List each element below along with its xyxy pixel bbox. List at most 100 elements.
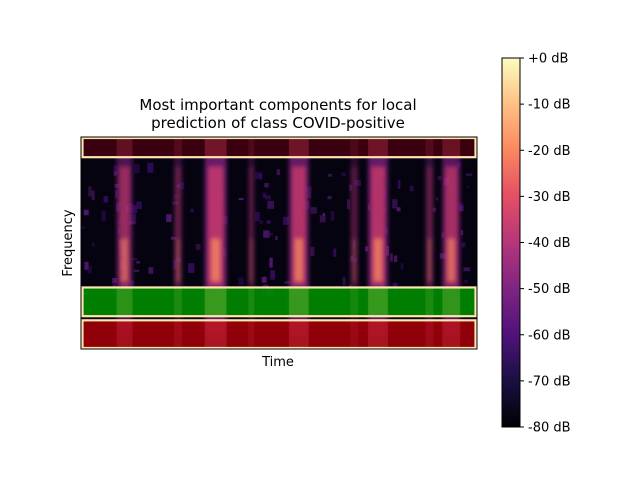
component-band-burst [368,138,388,158]
spectrogram-speckle [266,220,271,224]
spectrogram-speckle [327,195,332,200]
spectrogram-speckle [435,197,439,201]
spectrogram-speckle [464,279,468,284]
component-band-burst [425,320,434,348]
component-band-lower-middle [82,287,476,317]
colorbar-ticks: +0 dB -10 dB -20 dB -30 dB -40 dB -50 dB -60 d… [520,52,571,436]
spectrogram-speckle [148,267,154,274]
spectrogram-speckle [341,172,346,177]
component-band-burst [368,320,388,348]
plot-frame [80,136,478,350]
spectrogram-speckle [88,186,92,197]
spectrogram-speckle [166,214,172,223]
spectrogram-burst-peak [374,238,382,282]
spectrogram-speckle [263,276,266,283]
spectrogram-speckle [322,212,326,217]
component-band-top [82,138,476,158]
spectrogram-speckle [81,226,86,229]
spectrogram-speckle [463,267,471,272]
spectrogram-speckle [195,243,201,250]
component-band-burst [248,138,255,158]
chart-title-line-2: prediction of class COVID-positive [151,114,405,132]
y-axis-label: Frequency [61,209,76,276]
spectrogram-speckle [282,216,289,225]
component-band-burst [442,138,461,158]
spectrogram-speckle [342,276,346,286]
component-band-burst [442,320,461,348]
spectrogram-speckle [263,284,269,288]
spectrogram-plot-area [81,137,477,349]
spectrogram-speckle [136,201,142,210]
spectrogram-speckle [255,212,260,222]
spectrogram-speckle [330,211,335,221]
spectrogram-speckle [270,270,276,280]
spectrogram-speckle [101,210,106,221]
spectrogram-speckle [87,265,92,274]
spectrogram-speckle [263,230,270,238]
component-band-burst [204,287,227,317]
spectrogram-speckle [460,230,464,236]
spectrogram-speckle [238,277,244,286]
component-band-bottom [82,320,476,348]
spectrogram-speckle [133,269,140,272]
spectrogram-burst-core [249,166,254,286]
x-axis-label: Time [261,355,294,370]
spectrogram-speckle [319,215,326,223]
spectrogram-speckle [269,257,273,268]
colorbar-tick-label: -40 dB [528,236,571,251]
component-band-burst [288,138,309,158]
spectrogram-speckle [396,207,401,212]
component-band-burst [368,287,388,317]
component-band-burst [116,138,133,158]
spectrogram-burst-core [119,166,131,286]
spectrogram-speckle [83,209,89,216]
colorbar-tick-label: -50 dB [528,282,571,297]
spectrogram-speckle [459,205,464,212]
component-band-burst [174,138,182,158]
spectrogram-speckle [92,242,95,247]
spectrogram-speckle [112,277,118,284]
spectrogram-burst-peak [250,238,253,282]
spectrogram-burst-core [351,166,358,286]
spectrogram-speckle [333,248,337,257]
colorbar-tick-label: -20 dB [528,144,571,159]
spectrogram-speckle [466,185,470,188]
component-band-burst [442,287,461,317]
spectrogram-speckle [131,258,138,261]
spectrogram-speckle [133,164,140,174]
spectrogram-speckle [306,190,312,199]
spectrogram-speckle [267,200,274,209]
component-band-burst [248,320,255,348]
spectrogram-speckle [238,198,244,201]
component-band-burst [350,320,359,348]
spectrogram-speckle [91,190,95,201]
colorbar-tick-label: -60 dB [528,328,571,343]
spectrogram-speckle [136,261,141,264]
spectrogram-speckle [275,236,278,241]
spectrogram-speckle [276,169,281,176]
component-band-burst [350,138,359,158]
spectrogram-speckle [466,173,473,176]
spectrogram-burst-peak [121,238,128,282]
spectrogram-speckle [328,173,333,177]
component-band-burst [174,320,182,348]
spectrogram-speckle [364,246,369,252]
spectrogram-speckle [437,176,442,181]
spectrogram-speckle [432,207,437,212]
spectrogram-burst-peak [294,238,303,282]
component-band-burst [288,287,309,317]
spectrogram-speckle [115,190,118,198]
spectrogram-speckle [284,281,292,284]
spectrogram-speckle [262,192,266,199]
spectrogram-speckle [84,261,89,270]
spectrogram-speckle [267,232,274,236]
colorbar-tick-label: -80 dB [528,421,571,436]
chart-title-line-1: Most important components for local [139,96,416,114]
spectrogram-speckle [147,162,154,173]
spectrogram-speckle [310,246,315,257]
spectrogram-speckle [265,195,272,200]
highlighted-components [81,137,477,349]
component-band-burst [248,287,255,317]
spectrogram-speckle [389,253,393,262]
component-band-burst [425,287,434,317]
